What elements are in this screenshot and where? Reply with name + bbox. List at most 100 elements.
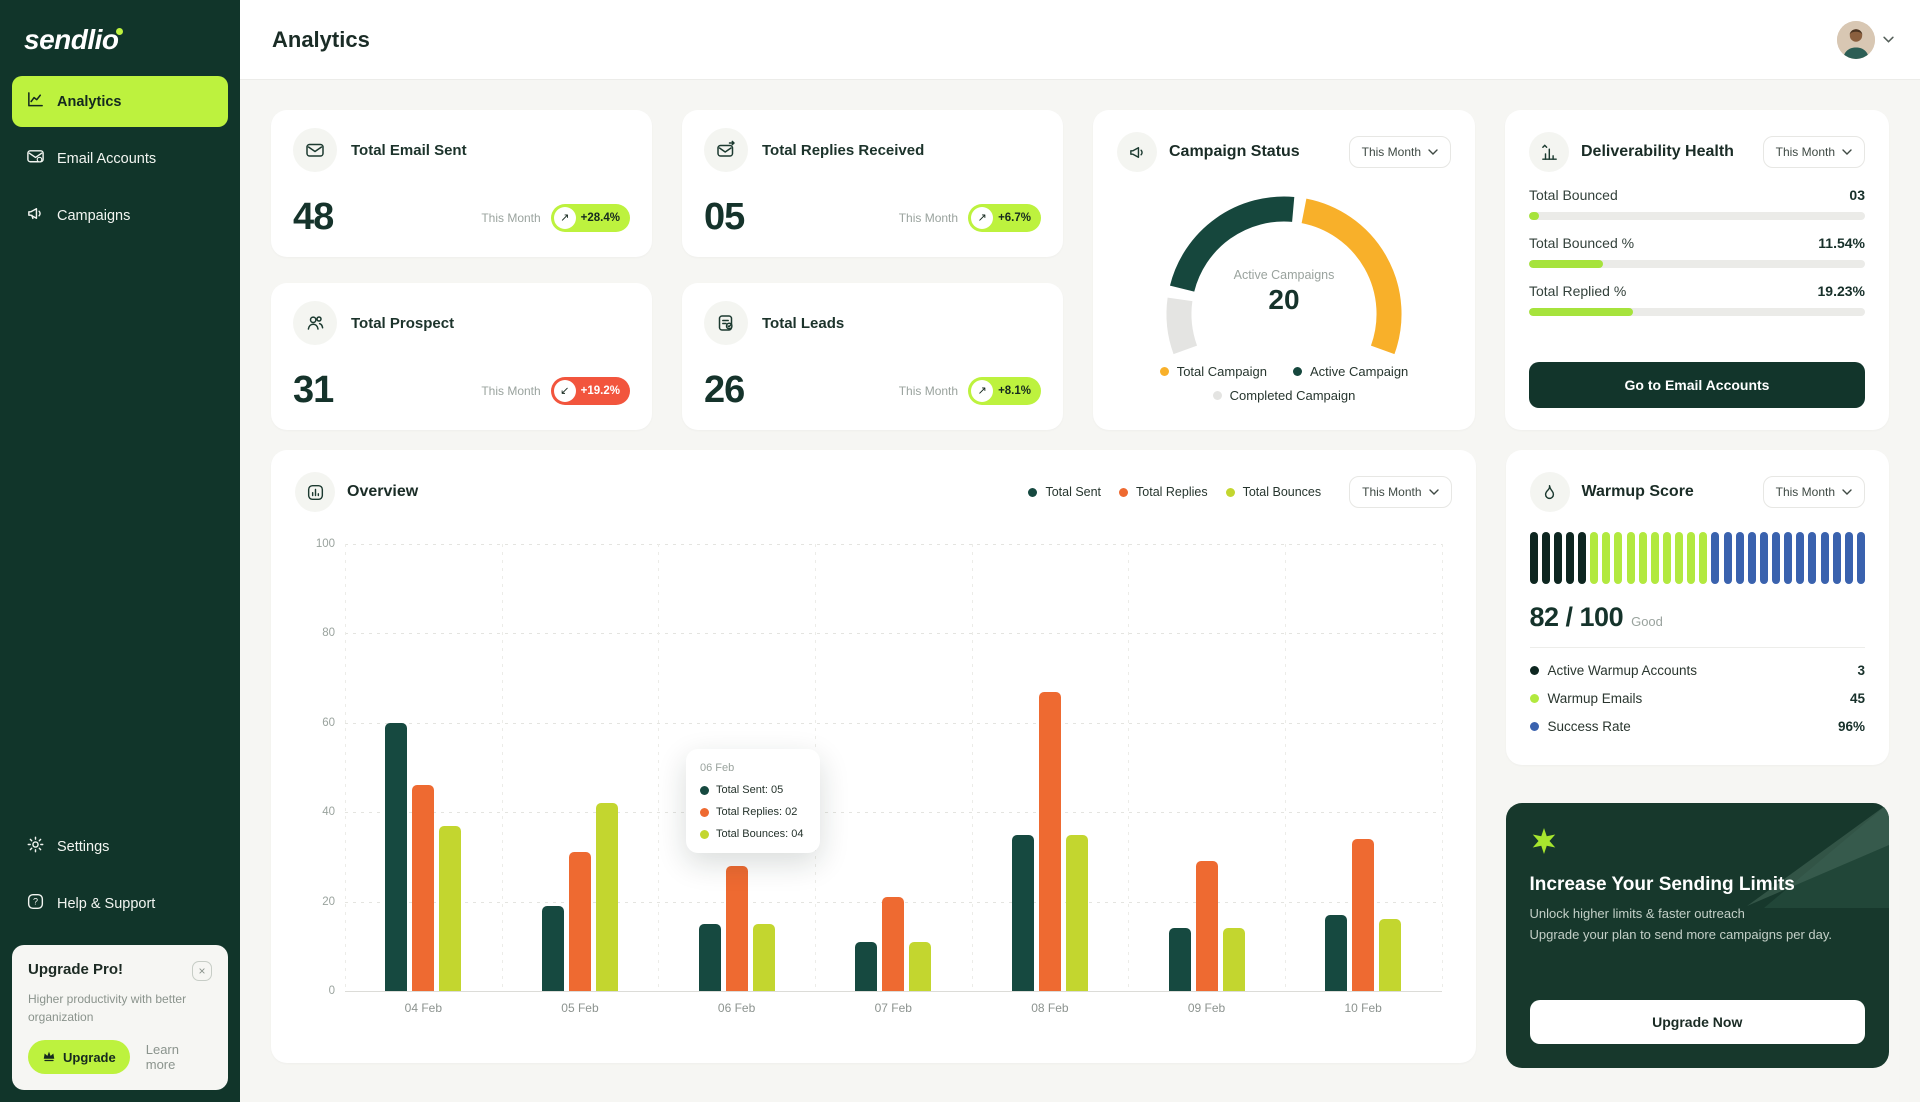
sidebar-item-settings[interactable]: Settings <box>12 821 228 872</box>
bar[interactable] <box>725 865 748 991</box>
warmup-bar <box>1638 532 1647 584</box>
bar[interactable] <box>1222 928 1245 991</box>
metric-total-replied-pct: Total Replied % 19.23% <box>1529 283 1865 316</box>
mail-reply-icon <box>704 128 748 172</box>
period-dropdown[interactable]: This Month <box>1348 136 1451 168</box>
bar[interactable] <box>882 897 905 991</box>
period-dropdown[interactable]: This Month <box>1349 476 1452 508</box>
x-axis-tick: 07 Feb <box>874 1001 912 1015</box>
main-area: Analytics <box>240 0 1920 1102</box>
warmup-bar <box>1602 532 1611 584</box>
clipboard-check-icon <box>704 301 748 345</box>
bar-group <box>1128 544 1285 991</box>
chart-tooltip: 06 Feb Total Sent: 05 Total Replies: 02 … <box>686 749 820 853</box>
sidebar-item-email-accounts[interactable]: Email Accounts <box>12 133 228 184</box>
bar[interactable] <box>752 923 775 991</box>
brand-logo: sendlio <box>0 0 240 72</box>
warmup-bar <box>1832 532 1841 584</box>
go-to-email-accounts-button[interactable]: Go to Email Accounts <box>1529 362 1865 408</box>
divider <box>1529 647 1865 648</box>
x-axis-tick: 10 Feb <box>1344 1001 1382 1015</box>
close-icon[interactable]: × <box>192 961 212 981</box>
stat-period: This Month <box>481 383 541 398</box>
x-axis-tick: 04 Feb <box>404 1001 442 1015</box>
star-icon <box>1530 827 1866 860</box>
bar[interactable] <box>1195 861 1218 991</box>
learn-more-link[interactable]: Learn more <box>145 1042 179 1072</box>
avatar[interactable] <box>1837 20 1875 59</box>
top-bar: Analytics <box>240 0 1920 80</box>
stat-card-total-prospect: Total Prospect 31 This Month ↙ +19.2% <box>271 283 652 430</box>
y-axis-tick: 0 <box>328 985 335 997</box>
flame-icon <box>1529 472 1570 512</box>
mail-icon <box>293 128 337 172</box>
stats-grid: Total Email Sent 48 This Month ↗ +28.4% <box>271 110 1063 430</box>
analytics-chart-icon <box>26 90 45 113</box>
user-menu[interactable] <box>1837 20 1894 59</box>
warmup-bar <box>1759 532 1768 584</box>
campaign-status-card: Campaign Status This Month Active Campai… <box>1093 110 1475 430</box>
warmup-bar <box>1844 532 1853 584</box>
right-column: Warmup Score This Month 82 / 100 Good <box>1505 450 1889 1068</box>
x-axis-tick: 08 Feb <box>1031 1001 1069 1015</box>
bar[interactable] <box>1038 691 1061 991</box>
bar[interactable] <box>1011 834 1034 991</box>
period-dropdown[interactable]: This Month <box>1762 136 1865 168</box>
stat-label: Total Prospect <box>351 314 455 332</box>
megaphone-icon <box>1117 132 1157 172</box>
sidebar-nav: Analytics Email Accounts Campaigns <box>0 76 240 241</box>
bar[interactable] <box>1325 915 1348 991</box>
bar-group <box>658 544 815 991</box>
bar[interactable] <box>439 825 462 991</box>
chevron-down-icon <box>1883 36 1894 43</box>
bar[interactable] <box>568 852 591 991</box>
warmup-bar <box>1662 532 1671 584</box>
warmup-bar <box>1687 532 1696 584</box>
legend-dot <box>1293 367 1303 376</box>
deliverability-health-card: Deliverability Health This Month Total B… <box>1505 110 1889 430</box>
warmup-bar <box>1650 532 1659 584</box>
warmup-bar <box>1626 532 1635 584</box>
bar[interactable] <box>855 941 878 991</box>
bar[interactable] <box>385 722 408 991</box>
x-axis-labels: 04 Feb 05 Feb 06 Feb 07 Feb 08 Feb 09 Feb 10 F… <box>345 1001 1442 1015</box>
sidebar-item-campaigns[interactable]: Campaigns <box>12 190 228 241</box>
bar[interactable] <box>1168 928 1191 991</box>
legend-dot <box>1529 694 1539 703</box>
bar[interactable] <box>595 803 618 991</box>
megaphone-icon <box>26 204 45 227</box>
bar[interactable] <box>1065 834 1088 991</box>
warmup-bar <box>1820 532 1829 584</box>
sidebar-item-analytics[interactable]: Analytics <box>12 76 228 127</box>
trend-arrow-icon: ↙ <box>553 379 576 402</box>
bar[interactable] <box>698 923 721 991</box>
period-dropdown[interactable]: This Month <box>1762 476 1865 508</box>
legend-item: Total Campaign <box>1159 364 1267 379</box>
legend-dot <box>1119 487 1129 497</box>
promo-title: Increase Your Sending Limits <box>1529 874 1795 895</box>
gridline-vertical <box>971 544 973 991</box>
svg-text:?: ? <box>33 897 38 907</box>
stat-label: Total Leads <box>762 314 845 332</box>
bar-group <box>815 544 972 991</box>
sidebar-item-label: Settings <box>57 838 110 855</box>
bar-group <box>345 544 502 991</box>
bar[interactable] <box>1379 919 1402 991</box>
sidebar-item-help-support[interactable]: ? Help & Support <box>12 878 228 929</box>
stat-value: 31 <box>293 369 334 411</box>
stat-label: Total Replies Received <box>762 141 925 159</box>
bar[interactable] <box>541 906 564 991</box>
legend-dot <box>700 829 709 839</box>
bar[interactable] <box>412 785 435 991</box>
bar[interactable] <box>909 941 932 991</box>
stat-card-total-email-sent: Total Email Sent 48 This Month ↗ +28.4% <box>271 110 652 257</box>
sidebar-footer-nav: Settings ? Help & Support <box>0 821 240 929</box>
chevron-down-icon <box>1842 149 1852 155</box>
bar[interactable] <box>1352 839 1375 991</box>
upgrade-now-button[interactable]: Upgrade Now <box>1529 1000 1865 1044</box>
warmup-bar <box>1772 532 1780 584</box>
upgrade-button[interactable]: Upgrade <box>28 1040 130 1074</box>
stat-label: Total Email Sent <box>351 141 467 159</box>
trend-arrow-icon: ↗ <box>971 206 994 229</box>
gridline-vertical <box>1284 544 1286 991</box>
